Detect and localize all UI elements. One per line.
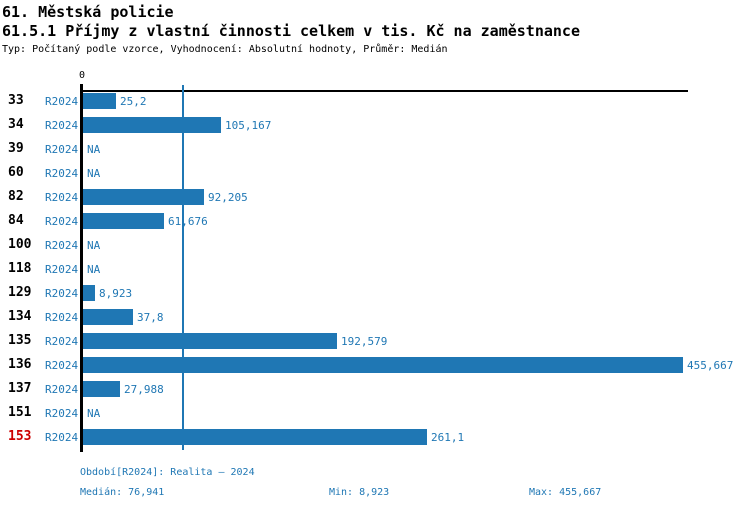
x-axis-line	[80, 90, 688, 92]
row-category-label: 82	[8, 189, 24, 204]
footer-min: Min: 8,923	[329, 487, 390, 498]
median-line	[182, 85, 184, 450]
chart-row: 60 R2024 NA	[0, 165, 750, 181]
bar-value-label: NA	[87, 239, 101, 252]
row-category-label: 84	[8, 213, 24, 228]
row-series-label: R2024	[45, 311, 79, 324]
row-series-label: R2024	[45, 119, 79, 132]
row-series-label: R2024	[45, 215, 79, 228]
chart-row: 84 R2024 61,676	[0, 213, 750, 229]
footer-median: Medián: 76,941	[80, 487, 165, 498]
row-category-label: 129	[8, 285, 32, 300]
row-series-label: R2024	[45, 167, 79, 180]
row-series-label: R2024	[45, 95, 79, 108]
bar	[83, 285, 95, 301]
chart-row: 34 R2024 105,167	[0, 117, 750, 133]
x-axis-tick-label: 0	[78, 70, 86, 81]
row-series-label: R2024	[45, 407, 79, 420]
bar	[83, 357, 683, 373]
chart-row: 136 R2024 455,667	[0, 357, 750, 373]
row-category-label: 118	[8, 261, 32, 276]
row-category-label: 151	[8, 405, 32, 420]
chart-row: 39 R2024 NA	[0, 141, 750, 157]
row-category-label: 60	[8, 165, 24, 180]
bar-value-label: 61,676	[168, 215, 208, 228]
row-series-label: R2024	[45, 239, 79, 252]
chart-title: 61.5.1 Příjmy z vlastní činnosti celkem …	[2, 22, 580, 40]
footer-period: Období[R2024]: Realita – 2024	[80, 467, 255, 478]
bar	[83, 117, 221, 133]
row-category-label: 137	[8, 381, 32, 396]
bar	[83, 189, 204, 205]
bar-value-label: 92,205	[208, 191, 248, 204]
row-category-label: 153	[8, 429, 32, 444]
bar-value-label: 8,923	[99, 287, 133, 300]
footer-max: Max: 455,667	[529, 487, 602, 498]
chart-row: 137 R2024 27,988	[0, 381, 750, 397]
chart-row: 135 R2024 192,579	[0, 333, 750, 349]
bar-value-label: 105,167	[225, 119, 272, 132]
bar-value-label: NA	[87, 263, 101, 276]
bar	[83, 93, 116, 109]
bar-value-label: NA	[87, 407, 101, 420]
row-series-label: R2024	[45, 263, 79, 276]
row-series-label: R2024	[45, 431, 79, 444]
chart-row: 33 R2024 25,2	[0, 93, 750, 109]
row-category-label: 134	[8, 309, 32, 324]
bar	[83, 213, 164, 229]
bar-value-label: 261,1	[431, 431, 465, 444]
bar	[83, 333, 337, 349]
bar	[83, 381, 120, 397]
bar-value-label: 192,579	[341, 335, 388, 348]
chart-row: 153 R2024 261,1	[0, 429, 750, 445]
bar	[83, 429, 427, 445]
bar-value-label: 25,2	[120, 95, 147, 108]
chart-row: 129 R2024 8,923	[0, 285, 750, 301]
row-series-label: R2024	[45, 191, 79, 204]
row-series-label: R2024	[45, 143, 79, 156]
chart-row: 82 R2024 92,205	[0, 189, 750, 205]
chart-meta-line: Typ: Počítaný podle vzorce, Vyhodnocení:…	[2, 44, 448, 55]
row-series-label: R2024	[45, 359, 79, 372]
bar-value-label: 455,667	[687, 359, 734, 372]
row-category-label: 100	[8, 237, 32, 252]
page-title: 61. Městská policie	[2, 3, 174, 21]
bar-value-label: 37,8	[137, 311, 164, 324]
chart-row: 118 R2024 NA	[0, 261, 750, 277]
row-series-label: R2024	[45, 335, 79, 348]
row-category-label: 39	[8, 141, 24, 156]
chart-row: 134 R2024 37,8	[0, 309, 750, 325]
y-axis-line	[80, 84, 83, 452]
chart-row: 151 R2024 NA	[0, 405, 750, 421]
row-category-label: 136	[8, 357, 32, 372]
bar-value-label: 27,988	[124, 383, 164, 396]
bar	[83, 309, 133, 325]
row-series-label: R2024	[45, 287, 79, 300]
row-category-label: 135	[8, 333, 32, 348]
bar-value-label: NA	[87, 143, 101, 156]
chart-row: 100 R2024 NA	[0, 237, 750, 253]
plot-area: 33 R2024 25,2 34 R2024 105,167 39 R2024 NA 60 R202…	[0, 93, 750, 453]
row-category-label: 33	[8, 93, 24, 108]
row-category-label: 34	[8, 117, 24, 132]
row-series-label: R2024	[45, 383, 79, 396]
bar-value-label: NA	[87, 167, 101, 180]
